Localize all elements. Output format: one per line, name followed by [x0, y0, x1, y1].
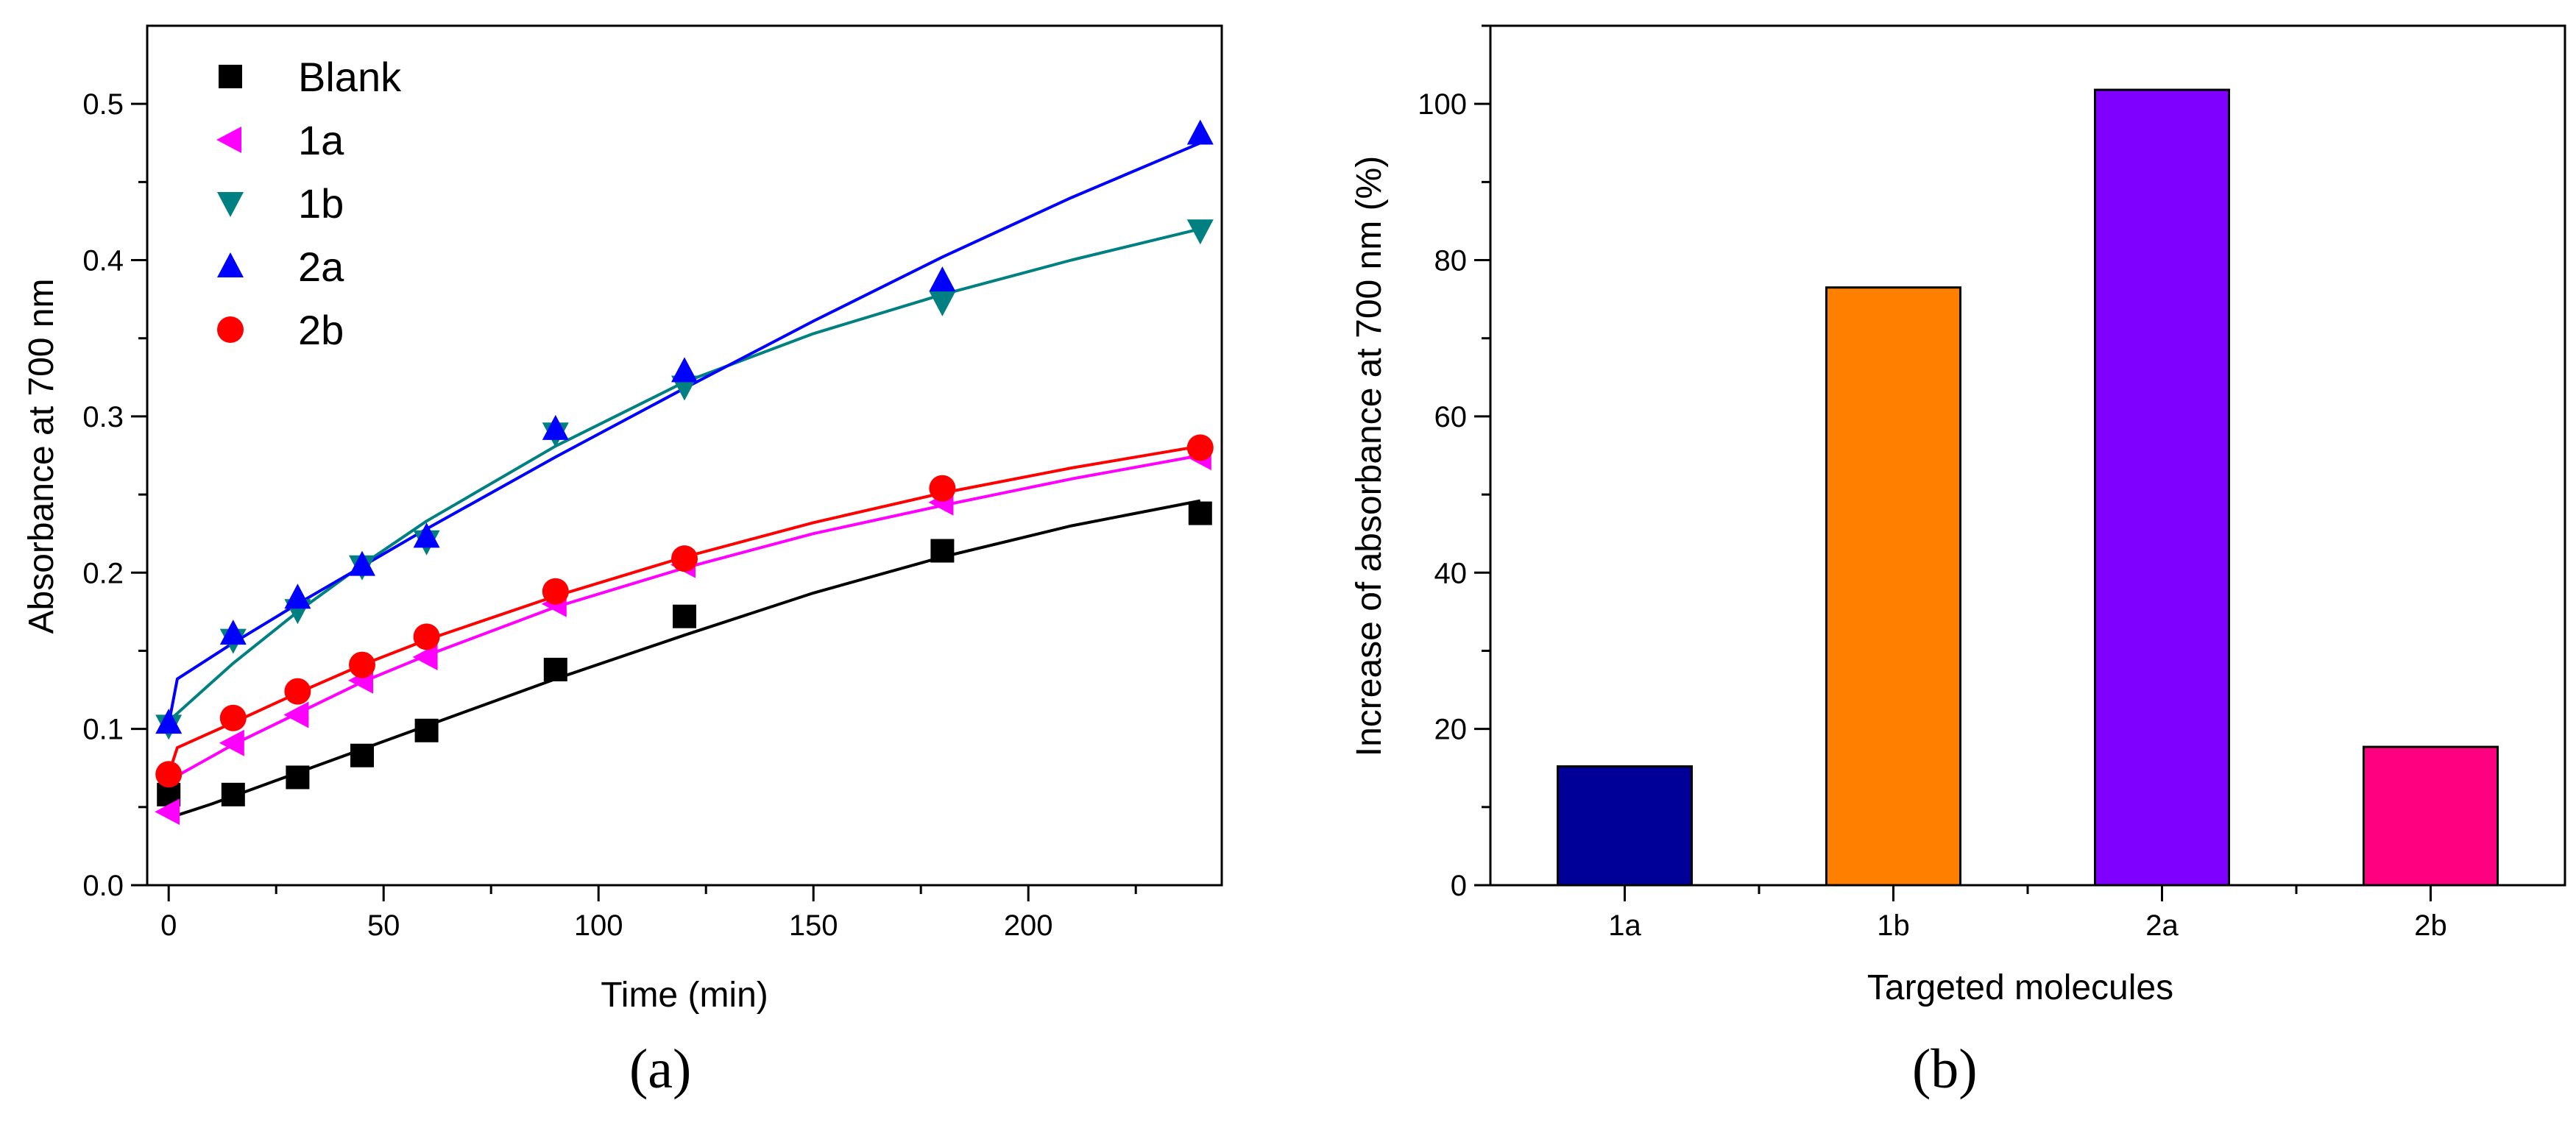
panel-a-x-tick-label: 0 [160, 909, 177, 942]
panel-a-legend: Blank 1a 1b 2a 2b [216, 54, 402, 353]
panel-b-x-tick-label: 1b [1877, 909, 1910, 942]
legend-label-2a: 2a [298, 244, 344, 290]
panel-b-x-tick-label: 2b [2414, 909, 2447, 942]
panel-b-y-tick-label: 20 [1434, 714, 1468, 746]
data-point-2b [284, 678, 311, 705]
data-point-blank [930, 539, 955, 563]
data-point-2b [671, 545, 698, 572]
data-point-2b [349, 651, 375, 678]
legend-label-1b: 1b [298, 180, 344, 227]
panel-b-y-axis-title: Increase of absorbance at 700 nm (%) [1350, 156, 1389, 756]
panel-b-y-tick-label: 80 [1434, 245, 1468, 277]
data-point-1b [1186, 219, 1214, 245]
data-point-2b [929, 475, 956, 502]
panel-b-x-tick-label: 2a [2145, 909, 2179, 942]
data-point-2b [413, 623, 440, 650]
bar-2a [2094, 88, 2230, 887]
legend-label-1a: 1a [298, 117, 344, 163]
data-point-2b [1186, 434, 1214, 461]
panel-a-ticks: 0 50 100 150 200 0.0 0.1 0.2 0.3 0.4 0.5 [82, 88, 1137, 942]
panel-b-y-tick-label: 60 [1434, 401, 1468, 433]
bar-2b [2363, 745, 2499, 887]
data-point-2a [284, 583, 311, 609]
panel-b-x-axis-title: Targeted molecules [1867, 968, 2173, 1007]
bar-1a [1557, 765, 1693, 887]
data-point-2b [542, 578, 569, 605]
panel-a-y-tick-label: 0.3 [82, 401, 124, 433]
panel-b-y-tick-label: 40 [1434, 557, 1468, 589]
data-point-1b [929, 291, 956, 316]
data-point-2a [671, 357, 698, 383]
legend-label-blank: Blank [298, 54, 402, 100]
panel-b-ticks: 1a 1b 2a 2b 0 20 40 60 80 100 [1418, 24, 2447, 942]
legend-marker-1b [217, 192, 244, 217]
data-point-blank [1188, 501, 1212, 525]
panel-a-y-tick-label: 0.5 [82, 88, 124, 121]
panel-a-plot-frame [146, 24, 1223, 887]
data-point-2b [155, 761, 183, 788]
fit-curve-2a [167, 141, 1201, 725]
panel-a-x-axis-title: Time (min) [601, 976, 768, 1015]
data-point-2a [155, 709, 183, 734]
panel-b-y-tick-label: 100 [1418, 88, 1467, 121]
data-point-1a [219, 729, 244, 756]
panel-a-x-tick-label: 100 [574, 909, 623, 942]
panel-a-line-chart: 0 50 100 150 200 0.0 0.1 0.2 0.3 0.4 0.5 Blank 1a 1b… [22, 24, 1223, 1100]
fit-curve-1b [167, 227, 1201, 723]
data-point-2a [219, 620, 247, 645]
data-point-2a [929, 266, 956, 292]
bar-1b [1825, 286, 1961, 887]
data-point-2a [542, 414, 569, 440]
panel-a-label: (a) [629, 1038, 691, 1100]
data-point-blank [414, 718, 439, 742]
data-point-2b [219, 704, 247, 731]
fit-curve-blank [168, 499, 1201, 820]
data-point-2a [349, 550, 375, 576]
panel-a-data-points [155, 119, 1214, 826]
panel-b-bars [1557, 88, 2499, 887]
data-point-blank [286, 765, 310, 790]
panel-a-x-tick-label: 200 [1004, 909, 1053, 942]
panel-a-y-tick-label: 0.4 [82, 245, 124, 277]
data-point-1a [155, 798, 180, 826]
data-point-blank [221, 782, 245, 806]
data-point-blank [543, 657, 567, 681]
data-point-1a [412, 643, 438, 670]
panel-b-y-tick-label: 0 [1451, 870, 1467, 902]
panel-a-y-tick-label: 0.2 [82, 557, 124, 589]
legend-label-2b: 2b [298, 307, 344, 353]
data-point-1a [283, 701, 309, 728]
panel-a-y-tick-label: 0.1 [82, 714, 124, 746]
legend-marker-2a [217, 252, 244, 277]
panel-b-label: (b) [1912, 1038, 1978, 1100]
legend-marker-2b [217, 316, 244, 343]
legend-marker-1a [216, 127, 241, 153]
panel-a-y-axis-title: Absorbance at 700 nm [22, 279, 61, 634]
data-point-blank [350, 743, 374, 767]
data-point-2a [1186, 119, 1214, 145]
legend-marker-blank [219, 65, 242, 88]
panel-a-x-tick-label: 150 [789, 909, 838, 942]
fit-curve-1a [167, 454, 1201, 808]
data-point-2a [413, 522, 440, 548]
panel-a-x-tick-label: 50 [367, 909, 400, 942]
data-point-blank [673, 604, 696, 628]
panel-b-x-tick-label: 1a [1608, 909, 1641, 942]
panel-a-y-tick-label: 0.0 [82, 870, 124, 902]
